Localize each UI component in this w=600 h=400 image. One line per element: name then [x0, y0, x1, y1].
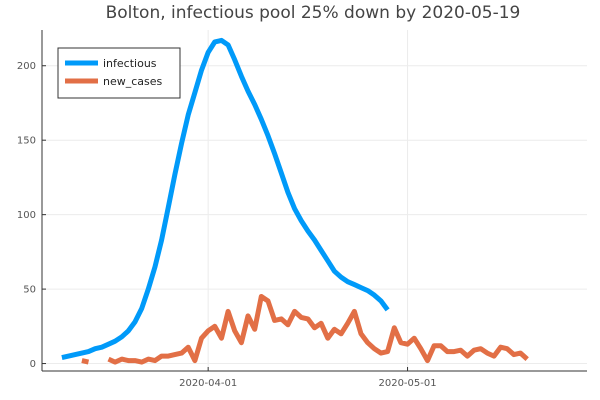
y-tick-label: 0	[30, 359, 36, 370]
tick-labels: 0 50 100 150 200 2020-04-01 2020-05-01	[17, 61, 437, 389]
y-tick-label: 100	[17, 210, 36, 221]
x-tick-label: 2020-05-01	[378, 378, 436, 389]
series-line-new_cases	[81, 294, 529, 365]
y-tick-label: 50	[23, 285, 36, 296]
legend-label-new_cases: new_cases	[103, 75, 163, 88]
y-tick-label: 200	[17, 61, 36, 72]
legend-box	[57, 47, 181, 99]
axes	[41, 30, 587, 372]
legend: infectious new_cases	[57, 47, 181, 99]
legend-label-infectious: infectious	[103, 57, 157, 70]
x-tick-label: 2020-04-01	[179, 378, 237, 389]
y-tick-label: 150	[17, 136, 36, 147]
chart-title: Bolton, infectious pool 25% down by 2020…	[106, 3, 521, 23]
plot-area	[61, 37, 529, 365]
series-line-infectious	[61, 37, 390, 361]
grid	[42, 30, 587, 371]
